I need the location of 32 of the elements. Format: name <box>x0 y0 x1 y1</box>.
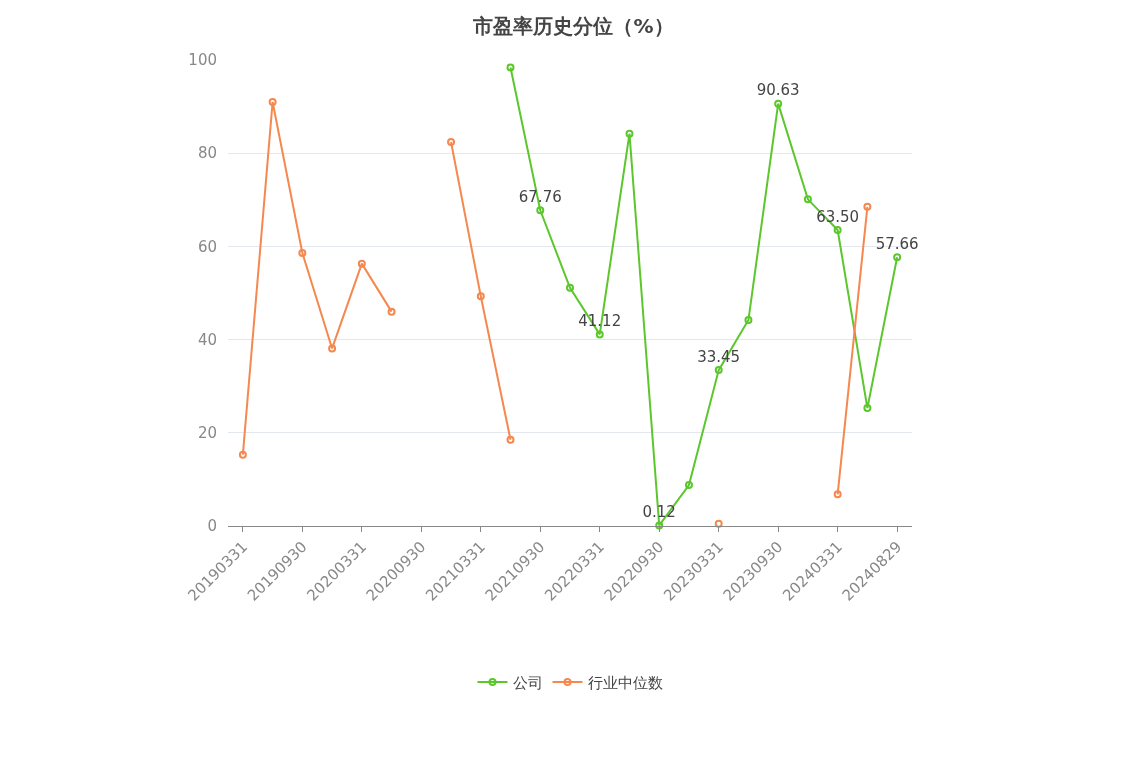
point <box>506 435 515 444</box>
point <box>684 480 693 489</box>
point <box>566 283 574 292</box>
point <box>506 63 515 72</box>
legend-label: 行业中位数 <box>587 673 663 692</box>
data-label: 57.66 <box>875 234 919 253</box>
point <box>238 450 247 459</box>
legend-label: 公司 <box>512 673 543 692</box>
y-tick-label: 60 <box>197 237 217 256</box>
point <box>447 138 456 147</box>
point <box>476 292 485 301</box>
point <box>714 366 723 375</box>
point <box>893 253 902 262</box>
point <box>387 307 396 316</box>
point <box>268 97 277 106</box>
y-tick-label: 20 <box>197 424 217 443</box>
y-tick-label: 0 <box>207 517 217 536</box>
point <box>803 195 812 204</box>
point <box>328 344 337 353</box>
point <box>774 99 783 108</box>
data-label: 90.63 <box>756 81 800 100</box>
point <box>536 206 545 215</box>
point <box>357 259 366 268</box>
point <box>298 248 307 257</box>
point <box>655 521 664 530</box>
point <box>625 129 634 138</box>
y-tick-label: 100 <box>188 51 217 70</box>
y-tick-label: 40 <box>197 330 217 349</box>
chart-title: 市盈率历史分位（%） <box>472 14 674 39</box>
point <box>744 316 753 325</box>
point <box>595 330 604 339</box>
y-tick-label: 80 <box>197 144 217 163</box>
